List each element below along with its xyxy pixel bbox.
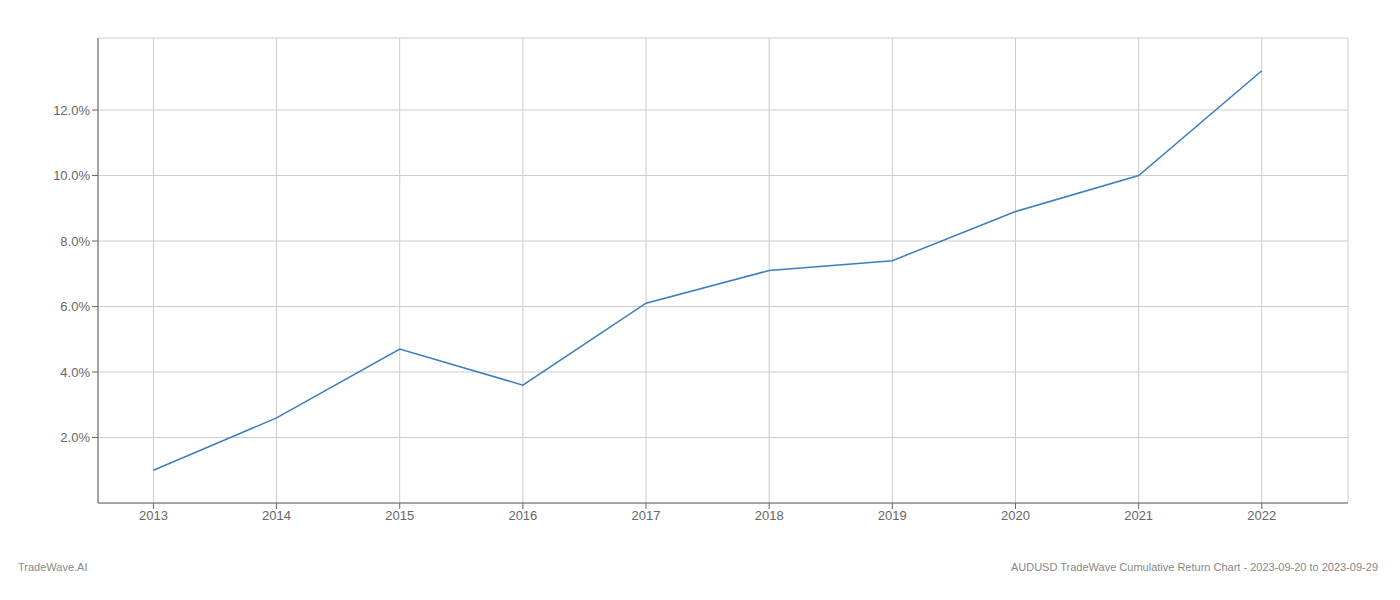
svg-text:2.0%: 2.0% bbox=[60, 430, 90, 445]
svg-text:2019: 2019 bbox=[878, 508, 907, 523]
svg-text:2015: 2015 bbox=[385, 508, 414, 523]
svg-text:2021: 2021 bbox=[1124, 508, 1153, 523]
svg-text:2020: 2020 bbox=[1001, 508, 1030, 523]
svg-text:2022: 2022 bbox=[1247, 508, 1276, 523]
svg-text:2013: 2013 bbox=[139, 508, 168, 523]
svg-text:2014: 2014 bbox=[262, 508, 291, 523]
svg-text:2018: 2018 bbox=[755, 508, 784, 523]
svg-text:2017: 2017 bbox=[632, 508, 661, 523]
html-text:TradeWave.AI: TradeWave.AI bbox=[18, 561, 88, 573]
svg-text:4.0%: 4.0% bbox=[60, 365, 90, 380]
svg-text:10.0%: 10.0% bbox=[53, 168, 90, 183]
svg-text:12.0%: 12.0% bbox=[53, 103, 90, 118]
svg-text:8.0%: 8.0% bbox=[60, 234, 90, 249]
html-text:AUDUSD TradeWave Cumulative Re: AUDUSD TradeWave Cumulative Return Chart… bbox=[1011, 561, 1378, 573]
svg-text:6.0%: 6.0% bbox=[60, 299, 90, 314]
svg-text:2016: 2016 bbox=[508, 508, 537, 523]
